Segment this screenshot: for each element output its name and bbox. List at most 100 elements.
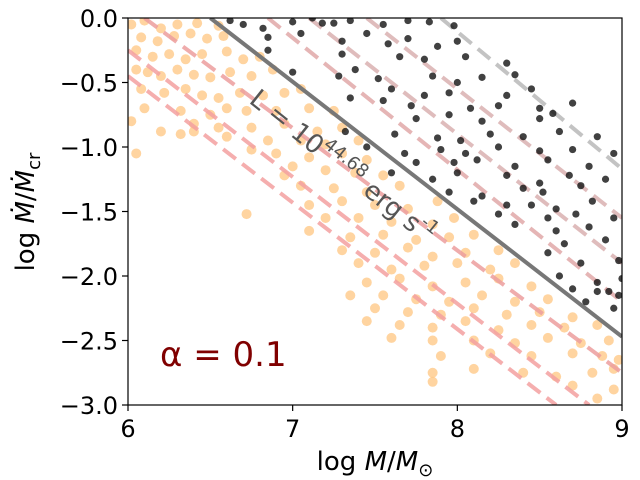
y-tick-label: −1.5 xyxy=(60,199,118,227)
black-point xyxy=(560,240,568,248)
orange-point xyxy=(164,49,175,60)
black-point xyxy=(412,115,420,123)
orange-point xyxy=(559,322,570,333)
orange-point xyxy=(304,152,315,163)
orange-point xyxy=(262,135,273,146)
line-dashed-1 xyxy=(365,18,622,220)
orange-point xyxy=(152,36,163,47)
orange-point xyxy=(320,165,331,176)
orange-point xyxy=(468,363,479,374)
black-point xyxy=(346,18,354,25)
black-point xyxy=(478,73,486,81)
black-point xyxy=(466,104,475,112)
black-point xyxy=(503,91,511,99)
orange-point xyxy=(312,126,323,137)
orange-point xyxy=(287,161,298,172)
black-point xyxy=(577,259,585,267)
black-point xyxy=(549,109,557,118)
black-point xyxy=(593,287,601,296)
black-point xyxy=(577,182,585,190)
orange-point xyxy=(131,64,142,75)
orange-point xyxy=(159,87,170,98)
black-point xyxy=(346,94,354,102)
orange-point xyxy=(246,122,257,133)
orange-point xyxy=(221,131,232,142)
black-point xyxy=(351,66,359,74)
black-point xyxy=(585,223,593,231)
orange-point xyxy=(460,277,471,288)
orange-point xyxy=(603,335,614,346)
orange-point xyxy=(402,307,413,318)
orange-point xyxy=(197,49,208,60)
black-point xyxy=(450,158,458,167)
black-point xyxy=(264,33,272,41)
orange-point xyxy=(427,251,438,262)
black-point xyxy=(478,192,486,200)
black-point xyxy=(259,24,267,32)
orange-point xyxy=(361,187,372,198)
orange-point xyxy=(279,87,290,98)
line-dashed-5 xyxy=(128,48,591,405)
orange-point xyxy=(592,320,603,331)
orange-point xyxy=(427,376,438,387)
line-dashed-grey xyxy=(439,18,622,171)
black-point xyxy=(289,68,297,76)
black-point xyxy=(585,162,593,170)
black-point xyxy=(433,42,442,50)
black-point xyxy=(470,197,478,205)
black-point xyxy=(527,85,536,93)
orange-point xyxy=(241,105,252,116)
line-dashed-4 xyxy=(143,18,622,375)
orange-point xyxy=(386,264,397,275)
orange-point xyxy=(370,200,380,211)
orange-point xyxy=(567,348,578,359)
orange-point xyxy=(136,32,147,43)
line-dashed-6 xyxy=(128,74,558,405)
black-point xyxy=(511,162,519,170)
orange-point xyxy=(180,83,191,94)
black-point xyxy=(536,179,544,187)
black-point xyxy=(264,46,272,54)
orange-point xyxy=(337,148,348,159)
orange-point xyxy=(427,335,438,346)
black-point xyxy=(494,210,503,218)
black-point xyxy=(605,287,613,296)
black-point xyxy=(404,18,412,25)
black-point xyxy=(450,22,458,30)
line-solid-grey xyxy=(209,18,622,339)
y-axis-label: log Ṁ/Ṁcr xyxy=(9,152,45,271)
orange-point xyxy=(460,316,471,327)
y-tick-label: −3.0 xyxy=(60,392,118,420)
black-point xyxy=(335,72,343,80)
orange-point xyxy=(271,105,282,116)
black-point xyxy=(453,37,461,45)
orange-point xyxy=(258,90,269,101)
black-point xyxy=(453,78,461,87)
orange-point xyxy=(202,33,213,44)
x-axis-label: log M/M⊙ xyxy=(317,447,434,480)
orange-point xyxy=(304,103,315,114)
orange-point xyxy=(468,229,479,240)
black-point xyxy=(511,71,519,79)
y-tick-label: −1.0 xyxy=(60,134,118,162)
black-point xyxy=(387,85,396,93)
black-point xyxy=(425,18,433,26)
orange-point xyxy=(613,354,622,365)
orange-point xyxy=(361,277,372,288)
orange-point xyxy=(427,322,438,333)
orange-point xyxy=(353,135,364,146)
axis-ticks: 6 7 8 9 0.0 −0.5 −1.0 −1.5 −2.0 −2.5 −3.0 xyxy=(60,5,630,443)
orange-point xyxy=(271,148,282,159)
black-point xyxy=(593,133,601,141)
orange-point xyxy=(402,242,413,253)
black-point xyxy=(511,220,519,228)
black-point xyxy=(461,53,470,61)
black-point xyxy=(387,169,396,177)
x-tick-label: 9 xyxy=(614,415,629,443)
black-point xyxy=(461,149,470,158)
black-point xyxy=(437,145,445,154)
orange-point xyxy=(468,303,479,314)
orange-point xyxy=(361,316,372,327)
orange-point xyxy=(542,294,553,305)
